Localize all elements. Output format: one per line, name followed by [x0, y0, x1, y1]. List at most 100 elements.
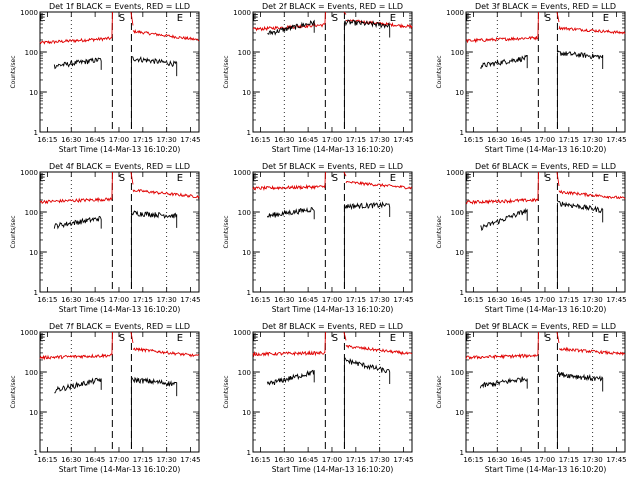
lld-series-line — [558, 189, 626, 200]
y-axis-label: Counts/sec — [436, 55, 443, 88]
interval-letter: E — [177, 173, 183, 184]
y-tick-label: 1000 — [446, 169, 464, 177]
lld-series-line — [465, 35, 539, 44]
lld-series-line — [343, 11, 347, 15]
y-tick-label: 1000 — [233, 169, 251, 177]
x-tick-label: 16:30 — [487, 296, 507, 304]
x-tick-label: 16:15 — [463, 296, 483, 304]
x-tick-label: 17:15 — [559, 136, 579, 144]
y-tick-label: 1000 — [233, 9, 251, 17]
y-axis-label: Counts/sec — [10, 215, 17, 248]
interval-letter: E — [603, 333, 609, 344]
y-tick-label: 100 — [25, 209, 38, 217]
interval-letter: S — [545, 13, 551, 24]
x-tick-label: 17:00 — [535, 296, 555, 304]
x-tick-label: 17:15 — [133, 456, 153, 464]
x-tick-label: 16:30 — [61, 296, 81, 304]
lld-series-line — [39, 36, 113, 45]
x-axis-label: Start Time (14-Mar-13 16:10:20) — [59, 145, 181, 154]
y-tick-label: 1000 — [20, 329, 38, 337]
x-tick-label: 16:30 — [274, 456, 294, 464]
plot-frame — [39, 11, 200, 133]
events-series-line — [266, 369, 315, 386]
y-tick-label: 1000 — [446, 9, 464, 17]
panel: Det 8f BLACK = Events, RED = LLD 1 10 100 10… — [223, 322, 414, 474]
x-tick-label: 17:00 — [535, 136, 555, 144]
plot-frame — [465, 11, 626, 133]
events-series-line — [131, 376, 178, 397]
x-axis-label: Start Time (14-Mar-13 16:10:20) — [485, 305, 607, 314]
interval-letter: E — [390, 333, 396, 344]
x-tick-label: 17:45 — [606, 456, 626, 464]
lld-series-line — [132, 28, 200, 42]
lld-series-line — [537, 11, 539, 38]
interval-letter: E — [252, 333, 258, 344]
lld-series-line — [252, 350, 326, 358]
x-tick-label: 16:15 — [37, 296, 57, 304]
plot-frame — [465, 171, 626, 293]
y-tick-label: 1 — [34, 129, 38, 137]
lld-series-line — [130, 171, 134, 185]
events-series-line — [557, 200, 604, 223]
x-tick-label: 17:00 — [109, 296, 129, 304]
events-series-line — [479, 376, 528, 389]
x-tick-label: 17:15 — [346, 456, 366, 464]
y-axis-label: Counts/sec — [10, 55, 17, 88]
plot-frame — [39, 331, 200, 453]
y-tick-label: 1 — [247, 449, 251, 457]
y-tick-label: 100 — [238, 369, 251, 377]
y-axis-label: Counts/sec — [223, 375, 230, 408]
x-tick-label: 17:00 — [322, 296, 342, 304]
panel: Det 2f BLACK = Events, RED = LLD 1 10 100 10… — [223, 2, 414, 154]
lld-series-line — [324, 171, 326, 187]
x-axis-label: Start Time (14-Mar-13 16:10:20) — [272, 465, 394, 474]
interval-letter: E — [465, 13, 471, 24]
x-tick-label: 16:15 — [463, 456, 483, 464]
lld-series-line — [345, 180, 413, 190]
interval-letter: S — [119, 173, 125, 184]
events-series-line — [556, 50, 604, 69]
events-series-line — [557, 371, 604, 392]
interval-letter: E — [252, 13, 258, 24]
interval-letter: S — [119, 13, 125, 24]
x-axis-label: Start Time (14-Mar-13 16:10:20) — [272, 305, 394, 314]
lld-series-line — [39, 353, 113, 361]
lld-series-line — [343, 171, 347, 177]
interval-letter: E — [465, 173, 471, 184]
y-tick-label: 10 — [29, 89, 38, 97]
x-tick-label: 17:00 — [109, 456, 129, 464]
x-tick-label: 16:15 — [463, 136, 483, 144]
x-tick-label: 17:30 — [370, 136, 390, 144]
panel: Det 5f BLACK = Events, RED = LLD 1 10 100 10… — [223, 162, 414, 314]
y-tick-label: 10 — [242, 249, 251, 257]
x-tick-label: 17:30 — [157, 456, 177, 464]
lld-series-line — [537, 331, 539, 356]
x-tick-label: 17:30 — [583, 456, 603, 464]
x-tick-label: 16:45 — [298, 456, 318, 464]
events-series-line — [480, 207, 528, 232]
x-tick-label: 16:45 — [511, 136, 531, 144]
lld-series-line — [558, 25, 626, 35]
events-series-line — [344, 19, 391, 38]
lld-series-line — [324, 331, 326, 353]
interval-letter: E — [603, 173, 609, 184]
plot-frame — [252, 331, 413, 453]
lld-series-line — [111, 11, 113, 39]
panel: Det 7f BLACK = Events, RED = LLD 1 10 100 10… — [10, 322, 201, 474]
panel-title: Det 2f BLACK = Events, RED = LLD — [262, 2, 403, 11]
interval-letter: E — [39, 173, 45, 184]
y-axis-label: Counts/sec — [223, 55, 230, 88]
y-tick-label: 1 — [34, 449, 38, 457]
y-tick-label: 100 — [451, 369, 464, 377]
x-tick-label: 17:45 — [606, 136, 626, 144]
x-tick-label: 17:30 — [157, 296, 177, 304]
interval-letter: S — [545, 333, 551, 344]
x-tick-label: 17:30 — [583, 296, 603, 304]
lld-series-line — [39, 196, 113, 205]
interval-letter: E — [177, 333, 183, 344]
y-tick-label: 100 — [238, 209, 251, 217]
y-tick-label: 1 — [460, 289, 464, 297]
lld-series-line — [132, 347, 200, 358]
x-axis-label: Start Time (14-Mar-13 16:10:20) — [59, 305, 181, 314]
